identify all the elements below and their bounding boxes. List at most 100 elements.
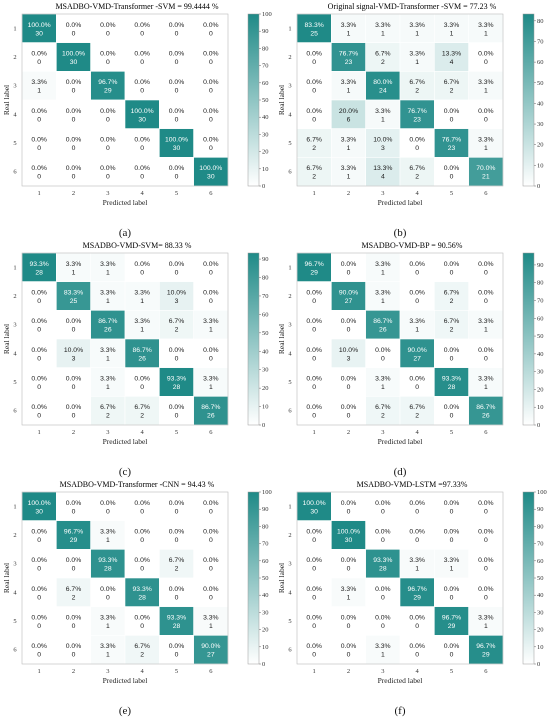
cell-count: 30 (35, 30, 43, 37)
cell-percent: 3.3% (100, 529, 116, 536)
cell-percent: 0.0% (134, 557, 150, 564)
cell-percent: 0.0% (134, 500, 150, 507)
cell-percent: 0.0% (31, 51, 47, 58)
chart-title: MSADBO-VMD-Transformer -SVM = 99.4444 % (55, 2, 218, 11)
cell-percent: 0.0% (100, 22, 116, 29)
colorbar-tick-label: 60 (537, 315, 544, 322)
cell-percent: 0.0% (31, 615, 47, 622)
y-tick-label: 6 (288, 169, 292, 176)
colorbar-tick-label: 40 (537, 351, 544, 358)
heatmap-cell (331, 13, 366, 43)
cell-percent: 0.0% (478, 586, 494, 593)
cell-count: 0 (72, 145, 76, 152)
heatmap-cell (365, 367, 401, 397)
cell-count: 2 (312, 145, 316, 152)
cell-count: 0 (415, 269, 419, 276)
cell-count: 30 (310, 508, 318, 515)
cell-percent: 3.3% (478, 79, 494, 86)
colorbar-tick-label: 40 (537, 592, 544, 599)
y-tick-label: 2 (288, 532, 291, 539)
cell-count: 0 (106, 116, 110, 123)
cell-percent: 0.0% (66, 22, 82, 29)
y-tick-label: 6 (13, 647, 17, 654)
x-tick-label: 4 (141, 668, 145, 675)
x-tick-label: 5 (450, 190, 453, 197)
cell-percent: 0.0% (100, 165, 116, 172)
heatmap-cell (159, 99, 194, 129)
heatmap-cell (434, 42, 469, 72)
cell-percent: 0.0% (66, 557, 82, 564)
cell-percent: 0.0% (203, 557, 219, 564)
cell-count: 1 (347, 88, 351, 95)
cell-percent: 0.0% (306, 529, 322, 536)
cell-percent: 0.0% (169, 643, 185, 650)
cell-count: 1 (106, 298, 110, 305)
cell-percent: 0.0% (100, 137, 116, 144)
heatmap-cell (124, 491, 160, 521)
y-tick-label: 3 (13, 83, 16, 90)
cell-count: 0 (175, 59, 179, 66)
heatmap-cell (21, 128, 57, 158)
cell-count: 1 (209, 327, 213, 334)
heatmap-cell (193, 367, 229, 397)
colorbar-tick-label: 0 (537, 183, 540, 190)
cell-count: 0 (175, 30, 179, 37)
cell-count: 24 (379, 88, 387, 95)
cell-count: 0 (106, 508, 110, 515)
cell-count: 0 (484, 298, 488, 305)
heatmap-cell (56, 99, 91, 129)
heatmap-cell (193, 310, 229, 340)
heatmap-cell (193, 606, 229, 636)
x-tick-label: 6 (209, 668, 213, 675)
heatmap-cell (90, 252, 126, 282)
cell-percent: 96.7% (64, 529, 83, 536)
cell-count: 0 (450, 413, 454, 420)
cell-count: 0 (415, 298, 419, 305)
cell-count: 29 (448, 623, 456, 630)
x-tick-label: 6 (484, 668, 488, 675)
cell-percent: 0.0% (31, 376, 47, 383)
colorbar-tick-label: 100 (262, 489, 272, 496)
cell-percent: 6.7% (444, 290, 460, 297)
heatmap-cell (56, 42, 91, 72)
heatmap-cell (399, 281, 435, 311)
heatmap-cell (331, 635, 366, 665)
cell-count: 0 (381, 623, 385, 630)
cell-percent: 3.3% (203, 318, 219, 325)
heatmap-cell (399, 99, 435, 129)
cell-count: 0 (72, 174, 76, 181)
x-tick-label: 1 (38, 668, 41, 675)
cell-percent: 0.0% (203, 137, 219, 144)
heatmap-cell (365, 128, 401, 158)
cell-percent: 0.0% (306, 290, 322, 297)
cell-percent: 6.7% (444, 79, 460, 86)
confusion-matrix-chart: MSADBO-VMD-SVM= 88.33 %93.3%283.3%13.3%1… (2, 241, 269, 478)
cell-percent: 0.0% (169, 22, 185, 29)
y-tick-label: 1 (13, 25, 16, 32)
colorbar-tick-label: 20 (262, 385, 269, 392)
cell-percent: 93.3% (373, 557, 392, 564)
x-tick-label: 6 (484, 429, 488, 436)
heatmap-cell (296, 128, 332, 158)
cell-count: 26 (379, 327, 387, 334)
x-tick-label: 2 (347, 190, 350, 197)
heatmap-cell (434, 128, 469, 158)
heatmap-cell (434, 549, 469, 579)
cell-count: 26 (207, 413, 215, 420)
cell-count: 0 (450, 508, 454, 515)
x-tick-label: 6 (209, 190, 213, 197)
cell-count: 1 (140, 327, 144, 334)
cell-count: 1 (415, 30, 419, 37)
cell-count: 1 (106, 384, 110, 391)
cell-percent: 0.0% (375, 586, 391, 593)
heatmap-cell (399, 606, 435, 636)
cell-count: 0 (484, 355, 488, 362)
cell-percent: 96.7% (408, 586, 427, 593)
x-tick-label: 1 (313, 668, 316, 675)
cell-percent: 100.0% (165, 137, 188, 144)
cell-percent: 0.0% (478, 290, 494, 297)
cell-percent: 0.0% (169, 108, 185, 115)
colorbar-tick-label: 50 (262, 97, 269, 104)
cell-percent: 80.0% (373, 79, 392, 86)
cell-percent: 76.7% (408, 108, 427, 115)
